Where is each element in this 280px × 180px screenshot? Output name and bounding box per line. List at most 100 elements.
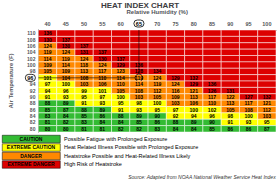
svg-text:94: 94 (45, 88, 51, 94)
svg-text:100: 100 (190, 107, 199, 113)
svg-text:95: 95 (154, 107, 160, 113)
svg-text:84: 84 (63, 113, 69, 119)
svg-text:Possible Fatigue with Prolonge: Possible Fatigue with Prolonged Exposure (64, 136, 167, 142)
svg-text:89: 89 (191, 119, 197, 125)
svg-text:81: 81 (45, 119, 51, 125)
svg-text:84: 84 (173, 126, 179, 132)
svg-text:84: 84 (118, 119, 124, 125)
svg-text:90: 90 (154, 113, 160, 119)
svg-text:103: 103 (171, 100, 180, 106)
svg-text:85: 85 (209, 126, 215, 132)
svg-text:131: 131 (80, 49, 89, 55)
svg-text:118: 118 (80, 62, 88, 68)
svg-text:105: 105 (116, 88, 125, 94)
svg-text:Heatstroke Possible and Heat-R: Heatstroke Possible and Heat-Related Ill… (64, 153, 191, 159)
svg-text:86: 86 (30, 107, 36, 113)
svg-text:92: 92 (30, 88, 36, 94)
svg-text:80: 80 (63, 126, 69, 132)
svg-text:92: 92 (173, 113, 179, 119)
svg-text:95: 95 (118, 100, 124, 106)
svg-text:93: 93 (136, 107, 142, 113)
svg-text:82: 82 (118, 126, 124, 132)
svg-text:99: 99 (81, 88, 87, 94)
svg-text:121: 121 (263, 100, 272, 106)
svg-text:95: 95 (246, 21, 252, 27)
svg-text:Source: Adapted from NOAA Nati: Source: Adapted from NOAA National Weath… (128, 174, 276, 180)
svg-text:106: 106 (27, 43, 36, 49)
svg-text:129: 129 (171, 75, 180, 81)
svg-text:108: 108 (135, 88, 144, 94)
svg-text:97: 97 (100, 94, 106, 100)
svg-text:108: 108 (244, 107, 253, 113)
svg-text:106: 106 (98, 81, 107, 87)
svg-text:95: 95 (81, 94, 87, 100)
svg-text:113: 113 (226, 100, 234, 106)
svg-text:119: 119 (62, 56, 70, 62)
svg-text:136: 136 (208, 81, 217, 87)
svg-text:94: 94 (30, 81, 36, 87)
svg-text:131: 131 (226, 88, 235, 94)
svg-text:EXTREME DANGER: EXTREME DANGER (7, 161, 55, 167)
svg-text:Heat Related Illness Possible: Heat Related Illness Possible with Prolo… (64, 144, 198, 150)
svg-text:98: 98 (30, 68, 36, 74)
svg-text:129: 129 (116, 62, 125, 68)
svg-text:88: 88 (118, 113, 124, 119)
svg-text:91: 91 (228, 119, 234, 125)
svg-text:90: 90 (30, 94, 36, 100)
svg-text:123: 123 (116, 68, 125, 74)
svg-text:127: 127 (244, 94, 253, 100)
svg-text:93: 93 (100, 100, 106, 106)
svg-text:100: 100 (27, 62, 36, 68)
svg-text:109: 109 (171, 94, 180, 100)
svg-text:130: 130 (62, 43, 71, 49)
svg-text:110: 110 (208, 100, 216, 106)
svg-text:CAUTION: CAUTION (20, 136, 43, 142)
svg-text:82: 82 (136, 126, 142, 132)
svg-text:82: 82 (30, 119, 36, 125)
svg-text:126: 126 (208, 88, 217, 94)
svg-text:96: 96 (209, 113, 215, 119)
svg-text:112: 112 (263, 107, 271, 113)
svg-text:105: 105 (153, 94, 162, 100)
svg-text:81: 81 (81, 126, 87, 132)
svg-text:116: 116 (171, 88, 179, 94)
svg-text:89: 89 (100, 107, 106, 113)
svg-text:88: 88 (30, 100, 36, 106)
svg-text:137: 137 (98, 49, 107, 55)
svg-text:85: 85 (81, 113, 87, 119)
svg-text:105: 105 (226, 107, 235, 113)
svg-text:85: 85 (136, 119, 142, 125)
svg-text:137: 137 (116, 56, 125, 62)
svg-text:86: 86 (246, 126, 252, 132)
svg-text:114: 114 (62, 62, 70, 68)
svg-text:110: 110 (117, 81, 125, 87)
svg-text:100: 100 (116, 94, 125, 100)
svg-text:117: 117 (98, 68, 106, 74)
svg-text:104: 104 (27, 49, 36, 55)
svg-text:89: 89 (136, 113, 142, 119)
svg-text:80: 80 (191, 21, 197, 27)
svg-text:114: 114 (44, 56, 52, 62)
svg-text:132: 132 (263, 94, 272, 100)
svg-text:117: 117 (245, 100, 253, 106)
svg-text:103: 103 (263, 113, 272, 119)
svg-text:130: 130 (43, 37, 52, 43)
svg-text:85: 85 (209, 21, 215, 27)
svg-text:134: 134 (153, 68, 162, 74)
svg-text:136: 136 (43, 30, 52, 36)
svg-text:124: 124 (98, 62, 107, 68)
svg-text:124: 124 (171, 81, 180, 87)
svg-text:122: 122 (226, 94, 235, 100)
svg-text:124: 124 (43, 43, 52, 49)
svg-text:109: 109 (62, 68, 71, 74)
svg-text:105: 105 (43, 68, 52, 74)
svg-text:DANGER: DANGER (20, 153, 42, 159)
svg-text:102: 102 (27, 56, 36, 62)
svg-text:45: 45 (63, 21, 69, 27)
svg-text:98: 98 (136, 100, 142, 106)
svg-text:83: 83 (154, 126, 160, 132)
svg-text:119: 119 (135, 75, 143, 81)
svg-text:86: 86 (154, 119, 160, 125)
svg-text:70: 70 (154, 21, 160, 27)
svg-text:110: 110 (27, 30, 35, 36)
